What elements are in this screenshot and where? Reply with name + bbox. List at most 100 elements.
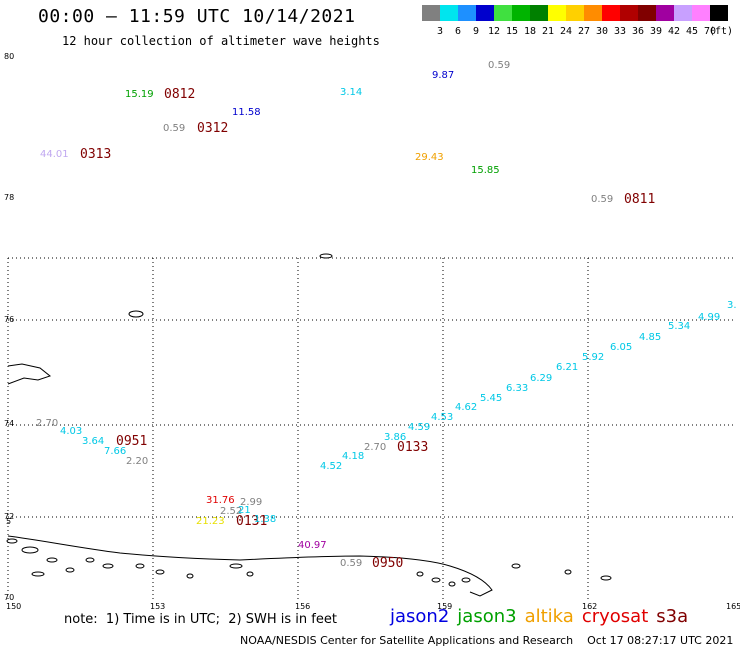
coastline (6, 253, 612, 597)
legend-swatch (602, 5, 620, 21)
lat-tick-label: 80 (4, 52, 14, 61)
lon-tick-label: 165 (726, 602, 740, 611)
legend-swatch (422, 5, 440, 21)
legend-label: 30 (595, 26, 609, 37)
island-5 (46, 557, 58, 563)
wave-height-label: 6.33 (506, 383, 528, 394)
lon-tick-label: 162 (582, 602, 597, 611)
legend-swatch (512, 5, 530, 21)
wave-height-label: 21.23 (196, 516, 225, 527)
wave-height-label: 6.21 (556, 362, 578, 373)
legend-swatch (692, 5, 710, 21)
coastline-south (7, 535, 493, 597)
legend-label: 12 (487, 26, 501, 37)
map-subtitle: 12 hour collection of altimeter wave hei… (62, 34, 380, 48)
wave-height-label: 2.70 (364, 442, 386, 453)
island-17 (448, 581, 456, 587)
wave-height-label: 0.59 (488, 60, 510, 71)
extra-tick-label: 5 (6, 517, 11, 526)
footer-credit: NOAA/NESDIS Center for Satellite Applica… (240, 634, 734, 647)
wave-height-label: 1.38 (254, 514, 276, 525)
lat-lon-grid (7, 257, 735, 600)
satellite-altika: altika (524, 606, 574, 627)
pass-time-label: 0312 (197, 121, 228, 136)
island-12 (186, 573, 194, 579)
legend-label: 33 (613, 26, 627, 37)
legend-label: 3 (436, 26, 444, 37)
island-8 (85, 557, 95, 563)
wave-height-label: 3.86 (384, 432, 406, 443)
wave-height-label: 0.59 (591, 194, 613, 205)
lat-tick-label: 76 (4, 315, 14, 324)
legend-label: 15 (505, 26, 519, 37)
observations-layer: 15.19 0812 11.58 0.59 0312 44.01 0313 3.14 9.87 0… (36, 60, 737, 571)
wave-height-label: 4.99 (698, 312, 720, 323)
wave-height-label: 2.70 (36, 418, 58, 429)
legend-swatch (458, 5, 476, 21)
legend-label: 6 (454, 26, 462, 37)
legend-label: 21 (541, 26, 555, 37)
legend-swatch (440, 5, 458, 21)
island-21 (600, 575, 612, 581)
pass-time-label: 0950 (372, 556, 403, 571)
island-14 (246, 571, 254, 577)
wave-height-label: 4.03 (60, 426, 82, 437)
legend-label: 45 (685, 26, 699, 37)
legend-swatch (530, 5, 548, 21)
island-18 (461, 577, 471, 583)
wave-height-label: 4.18 (342, 451, 364, 462)
island-7 (65, 567, 75, 573)
island-13 (229, 563, 243, 569)
island-6 (31, 571, 45, 577)
satellite-legend: jason2 jason3 altika cryosat s3a (390, 606, 696, 627)
wave-height-label: 9.87 (432, 70, 454, 81)
wave-height-label: 6.05 (610, 342, 632, 353)
wave-height-label: 5.45 (480, 393, 502, 404)
island-10 (135, 563, 145, 569)
pass-time-label: 0313 (80, 147, 111, 162)
wave-height-label: 6.29 (530, 373, 552, 384)
wave-height-label: 15.19 (125, 89, 154, 100)
legend-swatch (638, 5, 656, 21)
island-19 (511, 563, 521, 569)
satellite-s3a: s3a (656, 606, 689, 627)
legend-swatch (674, 5, 692, 21)
map-title: 00:00 – 11:59 UTC 10/14/2021 (38, 6, 356, 27)
wave-height-label: 5.34 (668, 321, 690, 332)
map-axis-labels: 150 153 156 159 162 165 80 78 76 74 72 70 5 (4, 52, 740, 611)
wave-height-label: 0.59 (340, 558, 362, 569)
wave-height-label: 2.52 (220, 506, 242, 517)
satellite-cryosat: cryosat (581, 606, 649, 627)
island-3 (6, 538, 18, 544)
pass-time-label: 0812 (164, 87, 195, 102)
pass-time-label: 0951 (116, 434, 147, 449)
legend-label: 18 (523, 26, 537, 37)
wave-height-label: 5.92 (582, 352, 604, 363)
legend-swatch (476, 5, 494, 21)
legend-swatch (566, 5, 584, 21)
lon-tick-label: 156 (295, 602, 310, 611)
wave-height-label: 4.59 (408, 422, 430, 433)
island-9 (102, 563, 114, 569)
wave-height-label: 7.66 (104, 446, 126, 457)
legend-swatch (656, 5, 674, 21)
island-4 (21, 546, 39, 554)
satellite-jason3: jason3 (457, 606, 517, 627)
lat-tick-label: 72 (4, 512, 14, 521)
legend-label: 36 (631, 26, 645, 37)
wave-height-label: 3.14 (340, 87, 362, 98)
lat-tick-label: 70 (4, 593, 14, 602)
legend-swatch (494, 5, 512, 21)
pass-time-label: 0811 (624, 192, 655, 207)
legend-swatch (548, 5, 566, 21)
legend-swatch (620, 5, 638, 21)
wave-height-label: 21 (238, 505, 251, 516)
legend-label: 42 (667, 26, 681, 37)
legend-unit: (ft) (708, 26, 734, 37)
legend-label: 27 (577, 26, 591, 37)
legend-label: 70 (703, 26, 717, 37)
wave-height-label: 3. (727, 300, 737, 311)
wave-height-label: 4.85 (639, 332, 661, 343)
island-11 (155, 569, 165, 575)
